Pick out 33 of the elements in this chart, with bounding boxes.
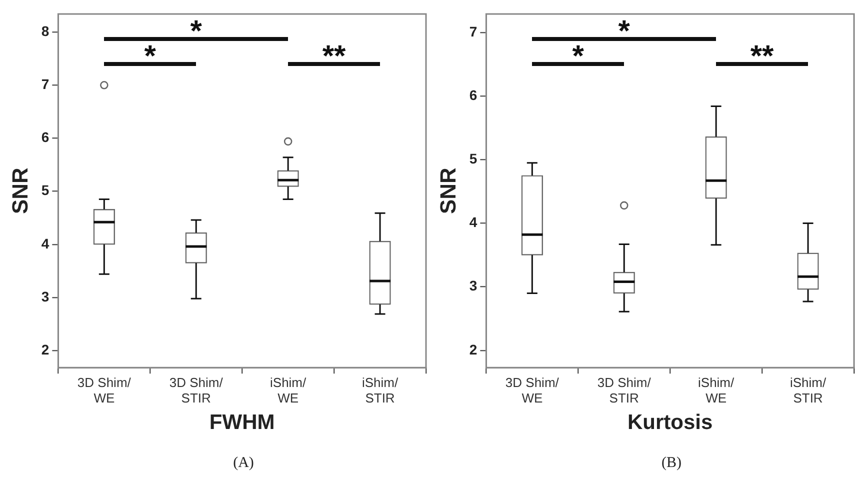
x-tick-label: 3D Shim/WE — [505, 374, 560, 406]
y-tick-label: 7 — [469, 23, 478, 40]
x-tick-label: iShim/WE — [270, 374, 307, 406]
x-axis-title: FWHM — [209, 411, 275, 434]
x-tick-label: iShim/WE — [698, 374, 735, 406]
x-axis-title: Kurtosis — [628, 411, 713, 434]
annotation: * — [190, 15, 202, 48]
annotation: * — [144, 40, 156, 72]
y-tick-label: 2 — [469, 341, 478, 358]
text: (B) — [660, 455, 682, 472]
x-tick-label: 3D Shim/WE — [77, 374, 132, 406]
annotation: * — [572, 40, 584, 72]
y-tick-label: 2 — [41, 341, 50, 358]
y-tick-label: 5 — [41, 182, 50, 198]
annotation: ** — [750, 40, 774, 72]
y-tick-label: 5 — [469, 150, 478, 166]
annotation: * — [618, 15, 630, 48]
y-tick-label: 4 — [41, 235, 50, 252]
y-tick-label: 3 — [469, 278, 478, 294]
y-tick-label: 7 — [41, 76, 50, 92]
x-tick-label: iShim/STIR — [790, 374, 826, 406]
text: (A) — [232, 455, 255, 472]
x-tick-label: 3D Shim/STIR — [169, 374, 224, 406]
y-tick-label: 3 — [41, 288, 50, 304]
y-tick-label: 6 — [41, 129, 50, 146]
y-tick-label: 6 — [469, 86, 478, 103]
annotation: ** — [322, 40, 346, 72]
y-tick-label: 8 — [41, 22, 50, 39]
x-tick-label: iShim/STIR — [362, 374, 398, 406]
y-tick-label: 4 — [469, 214, 478, 230]
x-tick-label: 3D Shim/STIR — [597, 374, 652, 406]
y-axis-title: SNR — [435, 167, 460, 214]
y-axis-title: SNR — [7, 167, 32, 214]
